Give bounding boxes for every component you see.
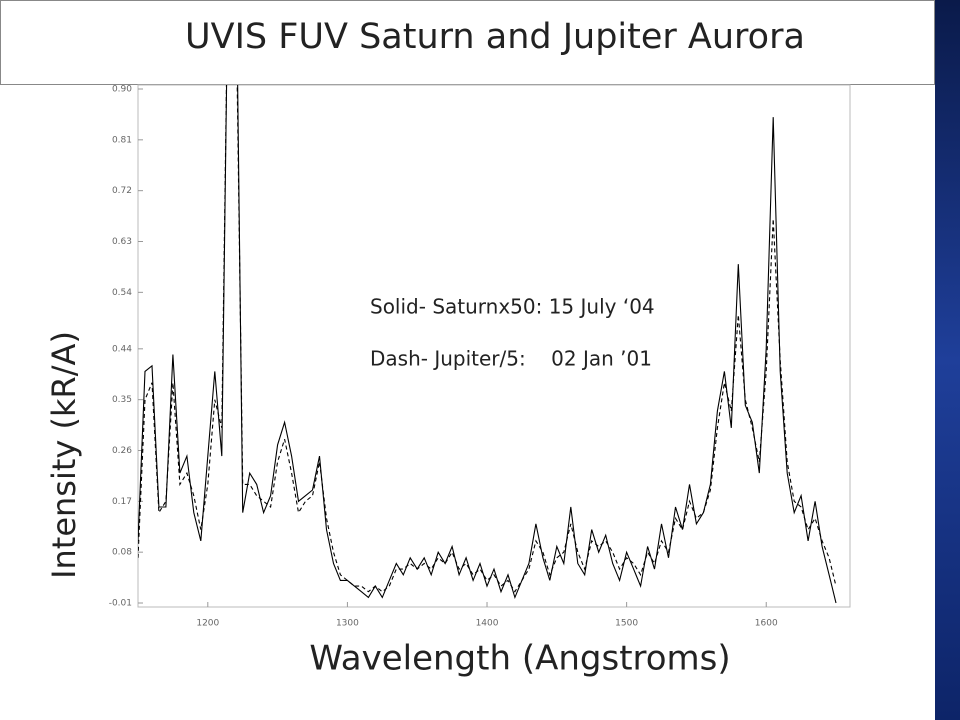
y-tick-label: 0.26 <box>112 446 132 456</box>
x-tick-label: 1600 <box>755 619 778 629</box>
title-box <box>0 0 935 85</box>
x-tick-label: 1500 <box>615 619 638 629</box>
y-tick-label: 0.17 <box>112 497 132 507</box>
series-line <box>138 85 837 604</box>
y-tick-label: 0.81 <box>112 135 132 145</box>
annotation: Solid- Saturnx50: 15 July ‘04 <box>370 295 655 319</box>
y-tick-label: 0.44 <box>112 344 132 354</box>
y-tick-label: -0.01 <box>109 599 132 609</box>
y-tick-label: 0.72 <box>112 186 132 196</box>
chart-title: UVIS FUV Saturn and Jupiter Aurora <box>185 17 805 57</box>
y-tick-label: 0.90 <box>112 85 132 95</box>
y-tick-label: 0.35 <box>112 395 132 405</box>
x-tick-label: 1400 <box>476 619 499 629</box>
plot-frame <box>137 84 851 608</box>
y-axis-label: Intensity (kR/A) <box>45 331 83 579</box>
side-strip <box>935 0 960 720</box>
series-line <box>138 85 837 593</box>
y-tick-label: 0.54 <box>112 288 132 298</box>
x-tick-label: 1200 <box>196 619 219 629</box>
x-axis-label: Wavelength (Angstroms) <box>309 639 730 679</box>
annotation: Dash- Jupiter/5: 02 Jan ’01 <box>370 347 652 371</box>
y-tick-label: 0.63 <box>112 237 132 247</box>
y-tick-label: 0.08 <box>112 548 132 558</box>
x-tick-label: 1300 <box>336 619 359 629</box>
